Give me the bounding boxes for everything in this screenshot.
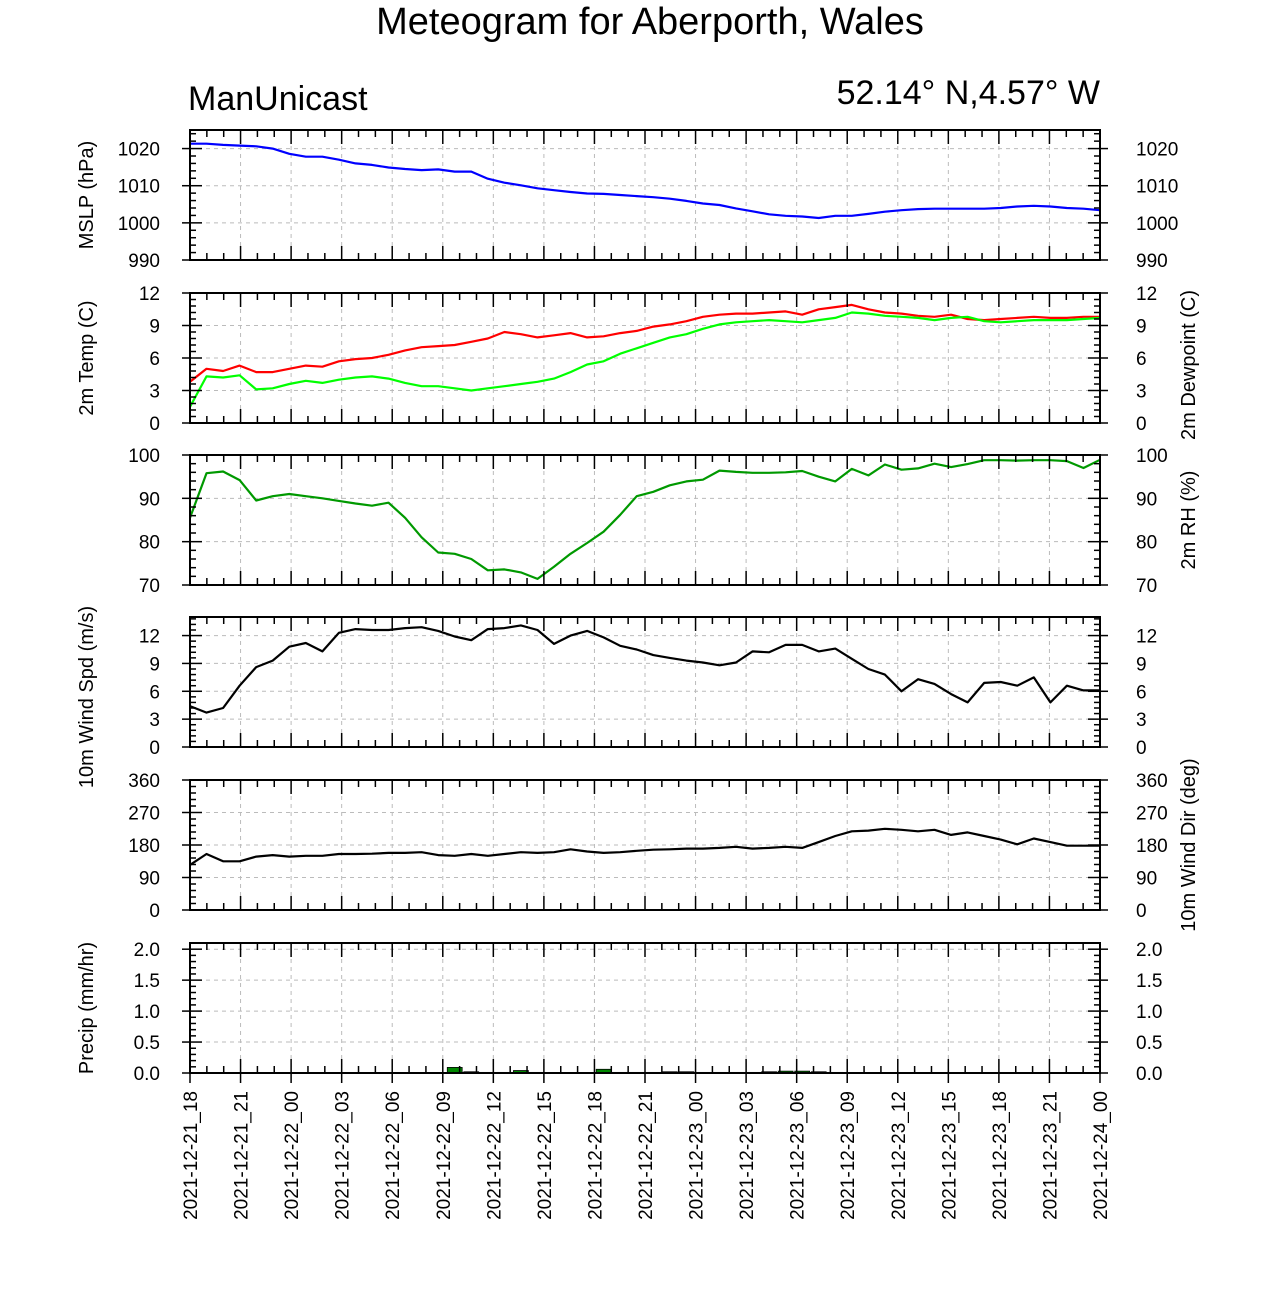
y-tick-label-left: 1.0: [134, 1002, 160, 1023]
x-tick-label: 2021-12-23_21: [1040, 1091, 1061, 1220]
y-tick-label-right: 12: [1136, 284, 1157, 305]
x-tick-label: 2021-12-22_09: [434, 1091, 455, 1220]
y-tick-label-left: 1.5: [134, 971, 160, 992]
y-tick-label-right: 180: [1136, 836, 1168, 857]
y-tick-label-left: 3: [149, 710, 160, 731]
y-tick-label-right: 3: [1136, 710, 1147, 731]
y-tick-label-right: 360: [1136, 771, 1168, 792]
y-tick-label-left: 990: [128, 251, 160, 272]
x-tick-label: 2021-12-24_00: [1091, 1091, 1112, 1220]
y-tick-label-right: 2.0: [1136, 940, 1162, 961]
panel-4: [182, 779, 1108, 911]
x-tick-label: 2021-12-23_06: [788, 1091, 809, 1220]
y-tick-label-left: 6: [149, 682, 160, 703]
y-tick-label-left: 12: [139, 284, 160, 305]
panel-5: [182, 942, 1108, 1083]
y-tick-label-right: 6: [1136, 682, 1147, 703]
y-tick-label-right: 0: [1136, 901, 1147, 922]
y-tick-label-left: 90: [139, 869, 160, 890]
y-tick-label-right: 990: [1136, 251, 1168, 272]
series-line-0: [189, 827, 1100, 866]
y-tick-label-right: 1020: [1136, 140, 1178, 161]
series-line-1: [189, 311, 1101, 408]
y-tick-label-right: 1000: [1136, 214, 1178, 235]
y-tick-label-left: 1020: [118, 140, 160, 161]
y-tick-label-right: 80: [1136, 533, 1157, 554]
x-tick-label: 2021-12-23_12: [889, 1091, 910, 1220]
y-tick-label-right: 6: [1136, 349, 1147, 370]
y-tick-label-right: 9: [1136, 654, 1147, 675]
y-tick-label-left: 180: [128, 836, 160, 857]
y-tick-label-left: 360: [128, 771, 160, 792]
y-tick-label-left: 1010: [118, 177, 160, 198]
series-line-0: [190, 142, 1101, 220]
y-tick-label-right: 270: [1136, 804, 1168, 825]
y-tick-label-right: 1.0: [1136, 1002, 1162, 1023]
y-tick-label-right: 100: [1136, 446, 1168, 467]
y-tick-label-left: 9: [149, 317, 160, 338]
y-tick-label-left: 0.0: [134, 1064, 160, 1085]
y-tick-label-left: 2.0: [134, 940, 160, 961]
y-axis-title-left: MSLP (hPa): [76, 141, 98, 250]
y-tick-label-right: 0: [1136, 738, 1147, 759]
y-tick-label-left: 90: [139, 489, 160, 510]
chart-title: Meteogram for Aberporth, Wales: [376, 1, 924, 43]
y-tick-label-right: 12: [1136, 627, 1157, 648]
location-label: 52.14° N,4.57° W: [836, 74, 1100, 112]
y-axis-title-left: Precip (mm/hr): [76, 942, 98, 1074]
y-tick-label-right: 1.5: [1136, 971, 1162, 992]
x-tick-label: 2021-12-22_12: [484, 1091, 505, 1220]
y-tick-label-left: 0: [149, 901, 160, 922]
y-tick-label-left: 100: [128, 446, 160, 467]
y-tick-label-right: 1010: [1136, 177, 1178, 198]
x-tick-label: 2021-12-22_00: [282, 1091, 303, 1220]
y-axis-title-right: 2m Dewpoint (C): [1178, 290, 1200, 440]
series-line-0: [189, 303, 1100, 383]
y-tick-label-right: 90: [1136, 489, 1157, 510]
y-tick-label-left: 3: [149, 382, 160, 403]
x-tick-label: 2021-12-21_18: [181, 1091, 202, 1220]
y-tick-label-right: 0.5: [1136, 1033, 1162, 1054]
y-tick-label-right: 70: [1136, 576, 1157, 597]
x-tick-label: 2021-12-23_15: [939, 1091, 960, 1220]
y-tick-label-left: 1000: [118, 214, 160, 235]
panel-2: [182, 454, 1108, 586]
x-tick-label: 2021-12-22_18: [585, 1091, 606, 1220]
x-tick-label: 2021-12-23_09: [838, 1091, 859, 1220]
x-tick-label: 2021-12-23_03: [737, 1091, 758, 1220]
y-tick-label-right: 9: [1136, 317, 1147, 338]
y-tick-label-left: 0: [149, 738, 160, 759]
y-tick-label-left: 270: [128, 804, 160, 825]
series-line-0: [189, 624, 1100, 714]
y-axis-title-right: 2m RH (%): [1178, 471, 1200, 570]
y-tick-label-right: 90: [1136, 869, 1157, 890]
y-tick-label-right: 3: [1136, 382, 1147, 403]
y-axis-title-left: 10m Wind Spd (m/s): [76, 606, 98, 788]
y-tick-label-left: 0.5: [134, 1033, 160, 1054]
y-tick-label-right: 0.0: [1136, 1064, 1162, 1085]
y-tick-label-left: 80: [139, 533, 160, 554]
panel-3: [182, 616, 1108, 748]
x-tick-label: 2021-12-23_18: [990, 1091, 1011, 1220]
x-tick-label: 2021-12-21_21: [232, 1091, 253, 1220]
x-tick-label: 2021-12-22_21: [636, 1091, 657, 1220]
y-tick-label-left: 9: [149, 654, 160, 675]
x-tick-label: 2021-12-22_03: [333, 1091, 354, 1220]
model-label: ManUnicast: [188, 80, 368, 118]
y-tick-label-left: 0: [149, 414, 160, 435]
y-axis-title-right: 10m Wind Dir (deg): [1178, 758, 1200, 931]
panel-0: [182, 129, 1108, 261]
y-tick-label-left: 12: [139, 627, 160, 648]
panel-1: [182, 292, 1108, 424]
x-tick-label: 2021-12-22_06: [383, 1091, 404, 1220]
x-tick-label: 2021-12-22_15: [535, 1091, 556, 1220]
x-tick-label: 2021-12-23_00: [687, 1091, 708, 1220]
y-tick-label-right: 0: [1136, 414, 1147, 435]
y-axis-title-left: 2m Temp (C): [76, 300, 98, 415]
y-tick-label-left: 6: [149, 349, 160, 370]
y-tick-label-left: 70: [139, 576, 160, 597]
